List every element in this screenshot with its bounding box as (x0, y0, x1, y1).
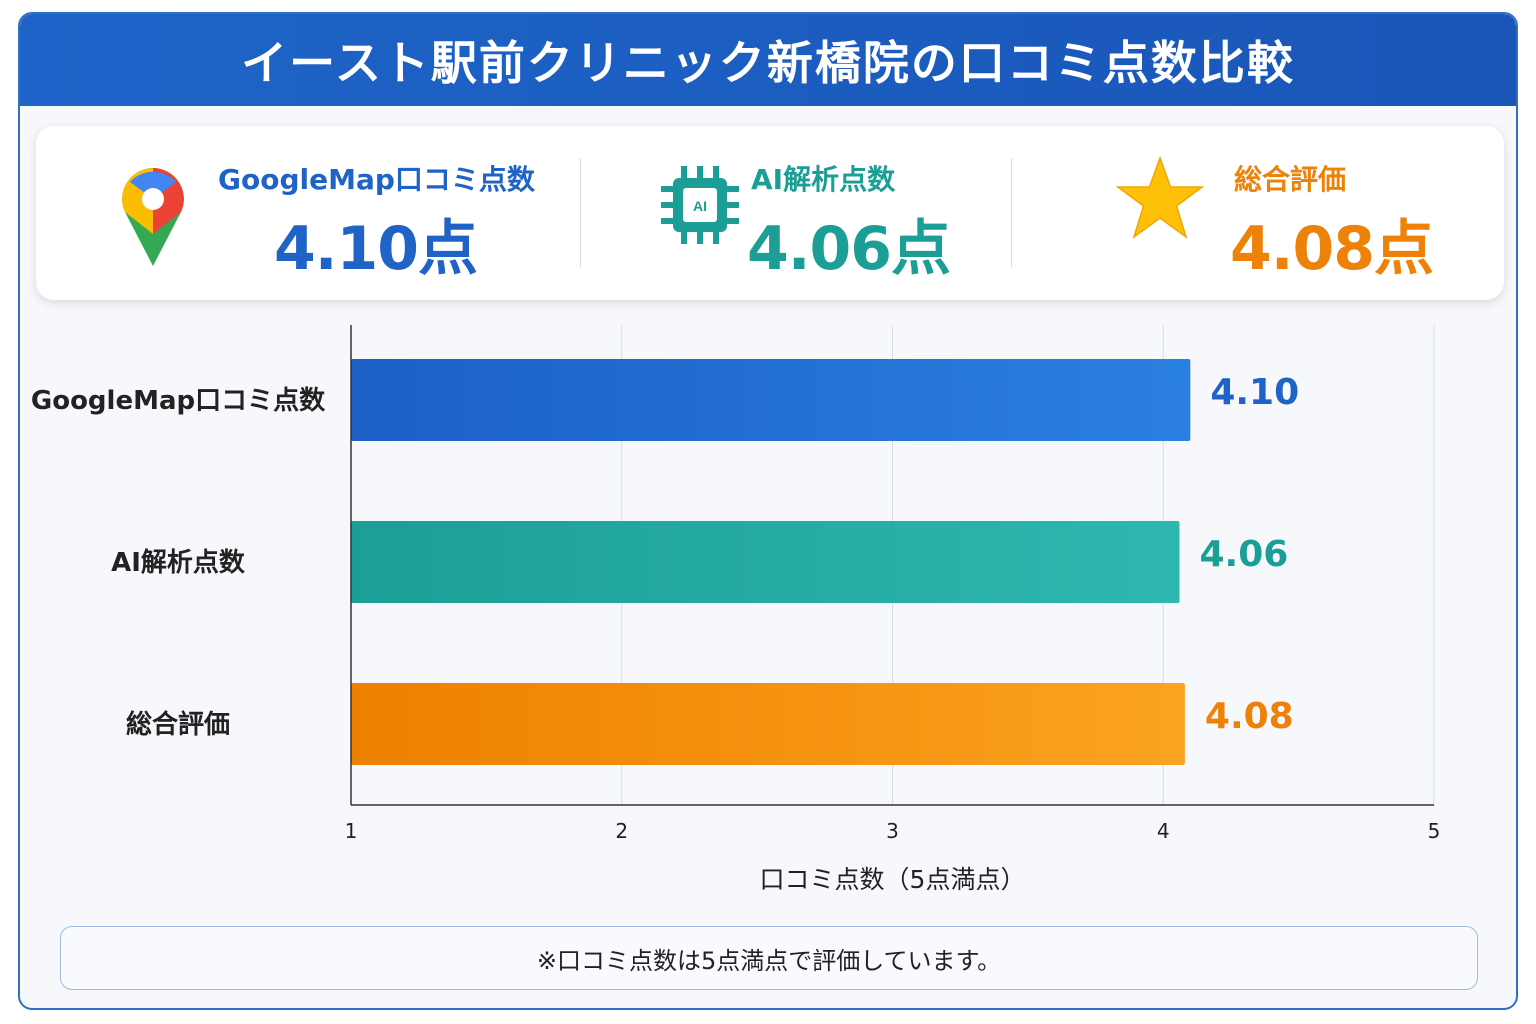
bar-value-label: 4.06 (1199, 534, 1288, 575)
card-divider (1011, 158, 1012, 268)
ai-card-value: 4.06点 (747, 214, 951, 284)
summary-card-ai: AI AI解析点数 4.06点 (581, 126, 1011, 300)
x-axis-label: 口コミ点数（5点満点） (760, 865, 1026, 894)
overall-card-value: 4.08点 (1230, 214, 1434, 284)
x-tick-label: 5 (1428, 819, 1441, 843)
summary-card-googlemap: GoogleMap口コミ点数 4.10点 (36, 126, 580, 300)
ai-chip-icon: AI (661, 166, 739, 244)
x-tick-label: 2 (615, 819, 628, 843)
bar-1 (351, 521, 1180, 603)
star-icon (1116, 156, 1204, 239)
category-label: GoogleMap口コミ点数 (31, 385, 326, 416)
svg-text:AI: AI (693, 198, 707, 214)
card-divider (580, 158, 581, 268)
map-pin-icon (122, 168, 184, 266)
category-label: AI解析点数 (111, 547, 246, 578)
ai-card-label: AI解析点数 (751, 163, 896, 196)
bar-2 (351, 683, 1185, 765)
chart-frame: イースト駅前クリニック新橋院の口コミ点数比較 GoogleMap口コミ点数 4.… (18, 12, 1518, 1010)
page-title: イースト駅前クリニック新橋院の口コミ点数比較 (241, 36, 1295, 90)
title-banner: イースト駅前クリニック新橋院の口コミ点数比較 (20, 14, 1516, 106)
summary-card-overall: 総合評価 4.08点 (1012, 126, 1504, 300)
bar-0 (351, 359, 1191, 441)
footnote: ※口コミ点数は5点満点で評価しています。 (60, 926, 1478, 990)
category-label: 総合評価 (126, 709, 230, 740)
x-tick-label: 1 (345, 819, 358, 843)
bar-value-label: 4.10 (1210, 372, 1299, 413)
bar-value-label: 4.08 (1205, 696, 1294, 737)
x-tick-label: 3 (886, 819, 899, 843)
summary-cards: GoogleMap口コミ点数 4.10点 AI AI解析点数 4.06点 (36, 126, 1504, 300)
overall-card-label: 総合評価 (1234, 163, 1347, 196)
x-tick-label: 4 (1157, 819, 1170, 843)
googlemap-card-label: GoogleMap口コミ点数 (218, 163, 535, 196)
googlemap-card-value: 4.10点 (274, 214, 478, 284)
